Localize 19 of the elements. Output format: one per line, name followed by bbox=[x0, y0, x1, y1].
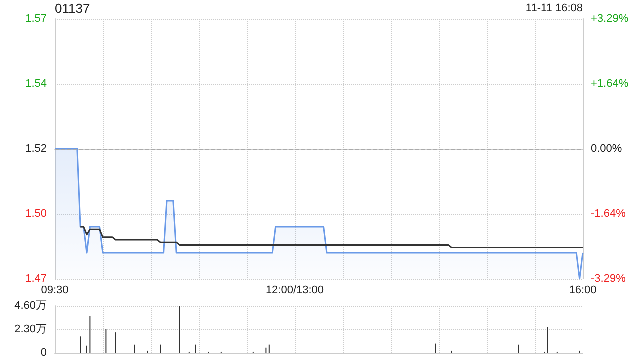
y-tick-label: 1.52 bbox=[26, 143, 47, 155]
x-tick-label: 12:00/13:00 bbox=[266, 284, 324, 296]
y2-tick-label: 0.00% bbox=[591, 143, 622, 155]
y2-tick-label: +1.64% bbox=[591, 78, 629, 90]
y2-tick-label: -3.29% bbox=[591, 273, 626, 285]
y-tick-label: 1.54 bbox=[26, 78, 47, 90]
x-tick-label: 09:30 bbox=[41, 284, 69, 296]
y-tick-label: 1.47 bbox=[26, 273, 47, 285]
y-tick-label: 1.50 bbox=[26, 208, 47, 220]
y-tick-label: 1.57 bbox=[26, 13, 47, 25]
y2-tick-label: -1.64% bbox=[591, 208, 626, 220]
x-tick-label: 16:00 bbox=[569, 284, 597, 296]
y2-tick-label: +3.29% bbox=[591, 13, 629, 25]
line-series bbox=[80, 226, 584, 249]
chart-title: 01137 bbox=[55, 1, 90, 16]
y-tick-label: 2.30万 bbox=[14, 324, 47, 336]
text: 11-11 16:08 bbox=[526, 2, 584, 14]
y-tick-label: 0 bbox=[40, 347, 47, 359]
y-tick-label: 4.60万 bbox=[14, 300, 47, 312]
